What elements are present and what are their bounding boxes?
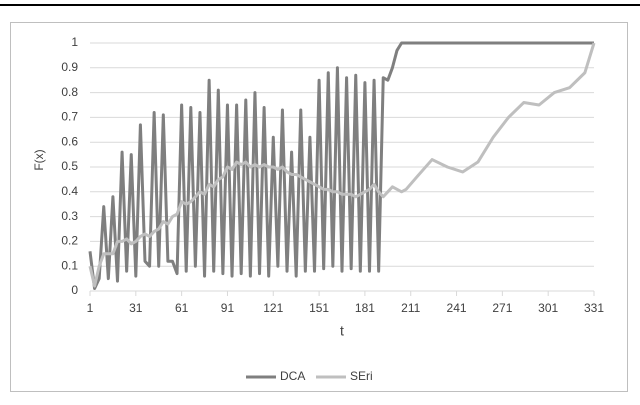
x-axis-label: t [340,323,344,339]
y-tick-label: 0.8 [61,85,78,99]
y-tick-label: 0 [71,283,78,297]
x-tick-label: 1 [87,301,94,315]
x-tick-label: 301 [538,301,558,315]
y-tick-label: 0.4 [61,184,78,198]
x-tick-label: 31 [129,301,143,315]
x-tick-label: 211 [401,301,420,315]
x-tick-label: 271 [492,301,512,315]
y-tick-label: 0.1 [61,258,78,272]
legend-label: DCA [280,369,305,383]
x-tick-label: 181 [355,301,375,315]
x-tick-label: 241 [447,301,467,315]
x-tick-label: 331 [584,301,604,315]
chart-border [10,22,628,392]
y-tick-label: 0.2 [61,234,78,248]
y-tick-label: 0.7 [61,110,78,124]
y-tick-label: 1 [71,35,78,49]
y-tick-label: 0.3 [61,209,78,223]
series-line [88,41,594,291]
y-tick-label: 0.5 [61,159,78,173]
x-tick-label: 61 [175,301,189,315]
x-tick-label: 91 [221,301,235,315]
series-line [88,42,596,288]
y-tick-label: 0.9 [61,60,78,74]
y-tick-label: 0.6 [61,134,78,148]
x-tick-label: 121 [263,301,283,315]
y-axis-label: F(x) [32,149,46,170]
x-tick-label: 151 [309,301,329,315]
legend-label: SEri [350,369,373,383]
